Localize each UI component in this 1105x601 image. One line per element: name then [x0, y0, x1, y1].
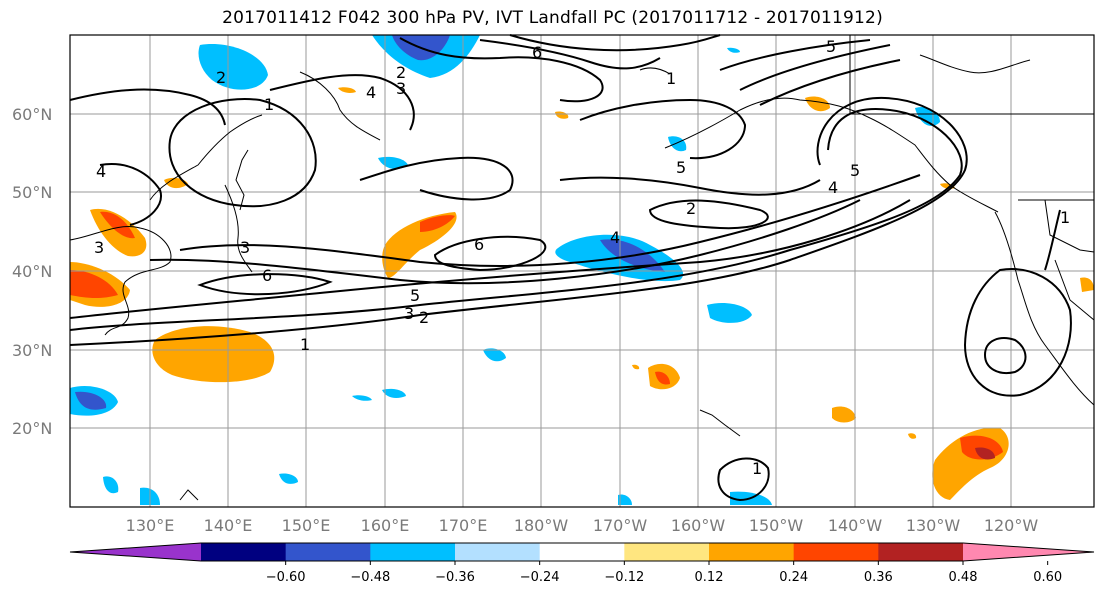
map-panel: 1 2 3 4 5 6 2 3 4 3 6 5 3 2 1 1 2 6 4 5 … — [69, 34, 1095, 508]
colorbar-segment — [624, 543, 710, 561]
pv-negative-blob — [198, 44, 268, 90]
lon-label: 160°E — [361, 516, 410, 535]
pv-positive-blob — [382, 212, 457, 278]
pv-positive-blob — [632, 364, 640, 370]
colorbar-outline — [69, 542, 1095, 562]
pv-negative-blob — [352, 395, 372, 401]
pv-negative-blob — [707, 303, 752, 323]
colorbar-extend-high — [963, 543, 1094, 561]
colorbar-extend-low — [70, 543, 201, 561]
contour-label: 6 — [474, 235, 484, 254]
colorbar-segment — [285, 543, 371, 561]
contour-label: 1 — [264, 95, 274, 114]
contour-label: 3 — [404, 304, 414, 323]
contour-label: 5 — [676, 158, 686, 177]
pv-positive-blob — [70, 270, 118, 299]
lon-label: 180°W — [514, 516, 569, 535]
map-border — [69, 34, 1095, 508]
pv-negative-blob — [103, 476, 119, 494]
contour-label: 2 — [396, 63, 406, 82]
contour-label: 4 — [828, 178, 838, 197]
contour-label: 5 — [850, 161, 860, 180]
colorbar-tick-label: −0.24 — [520, 570, 560, 585]
contour-label: 1 — [1060, 208, 1070, 227]
lon-label: 150°E — [282, 516, 331, 535]
pv-negative-blob — [279, 473, 298, 484]
contour-label: 4 — [610, 228, 620, 247]
colorbar-tick-label: −0.48 — [350, 570, 390, 585]
lat-label: 30°N — [12, 341, 52, 360]
colorbar-tick-label: 0.24 — [779, 570, 808, 585]
pv-positive-blob — [100, 211, 135, 239]
lat-label: 50°N — [12, 183, 52, 202]
lon-label: 160°W — [671, 516, 726, 535]
lon-label: 120°W — [984, 516, 1039, 535]
colorbar-tick-label: −0.36 — [435, 570, 475, 585]
colorbar-tick-label: 0.48 — [949, 570, 978, 585]
lon-label: 170°E — [439, 516, 488, 535]
contour-lines — [69, 34, 1072, 502]
pv-positive-blob — [420, 215, 455, 232]
contour-label: 2 — [686, 199, 696, 218]
lon-label: 140°E — [204, 516, 253, 535]
colorbar-segment — [455, 543, 541, 561]
pv-negative-blob — [382, 388, 406, 398]
pv-positive-blob — [555, 111, 569, 119]
contour-label: 4 — [366, 83, 376, 102]
colorbar-segment — [201, 543, 287, 561]
lat-label: 20°N — [12, 419, 52, 438]
contour-label: 4 — [96, 162, 106, 181]
lon-label: 150°W — [749, 516, 804, 535]
contour-label: 2 — [419, 308, 429, 327]
pv-negative-blob — [727, 47, 740, 53]
pv-negative-blob — [75, 391, 107, 410]
contour-label: 6 — [532, 43, 542, 62]
lon-label: 170°W — [593, 516, 648, 535]
longitude-labels: 130°E 140°E 150°E 160°E 170°E 180°W 170°… — [126, 516, 1039, 535]
colorbar-tick-label: −0.12 — [604, 570, 644, 585]
contour-label: 5 — [410, 286, 420, 305]
contour-label: 2 — [216, 68, 226, 87]
pv-positive-blob — [338, 87, 356, 93]
colorbar-segment — [370, 543, 456, 561]
pv-positive-blob — [805, 96, 830, 112]
contour-label: 1 — [752, 459, 762, 478]
colorbar-tick-label: 0.36 — [864, 570, 893, 585]
pv-positive-blob — [832, 406, 856, 423]
pv-negative-blob — [618, 494, 632, 505]
lat-label: 40°N — [12, 262, 52, 281]
latitude-labels: 60°N 50°N 40°N 30°N 20°N — [12, 105, 52, 438]
pv-negative-blob — [668, 136, 687, 152]
map-title: 2017011412 F042 300 hPa PV, IVT Landfall… — [222, 8, 883, 28]
contour-label: 5 — [826, 37, 836, 56]
colorbar: −0.60 −0.48 −0.36 −0.24 −0.12 0.12 0.24 0.36 0.4… — [69, 542, 1095, 585]
contour-label: 1 — [300, 335, 310, 354]
lon-label: 130°W — [906, 516, 961, 535]
contour-label: 3 — [240, 238, 250, 257]
colorbar-tick-label: 0.12 — [695, 570, 724, 585]
colorbar-segment — [709, 543, 795, 561]
pv-positive-blob — [975, 447, 995, 460]
pv-negative-blob — [483, 348, 506, 362]
pv-positive-blob — [152, 326, 275, 383]
contour-label: 6 — [262, 266, 272, 285]
pv-positive-blob — [655, 371, 670, 385]
lon-label: 140°W — [828, 516, 883, 535]
lon-label: 130°E — [126, 516, 175, 535]
colorbar-segment — [793, 543, 879, 561]
pv-positive-blob — [908, 433, 917, 439]
contour-labels: 1 2 3 4 5 6 2 3 4 3 6 5 3 2 1 1 2 6 4 5 … — [94, 37, 1070, 478]
contour-label: 3 — [94, 238, 104, 257]
colorbar-tick-label: −0.60 — [266, 570, 306, 585]
pv-positive-blob — [1080, 277, 1094, 292]
lat-label: 60°N — [12, 105, 52, 124]
contour-label: 3 — [396, 79, 406, 98]
colorbar-segment — [539, 543, 625, 561]
colorbar-segment — [878, 543, 964, 561]
contour-label: 1 — [666, 69, 676, 88]
colorbar-tick-label: 0.60 — [1033, 570, 1062, 585]
pv-positive-blob — [90, 208, 147, 257]
